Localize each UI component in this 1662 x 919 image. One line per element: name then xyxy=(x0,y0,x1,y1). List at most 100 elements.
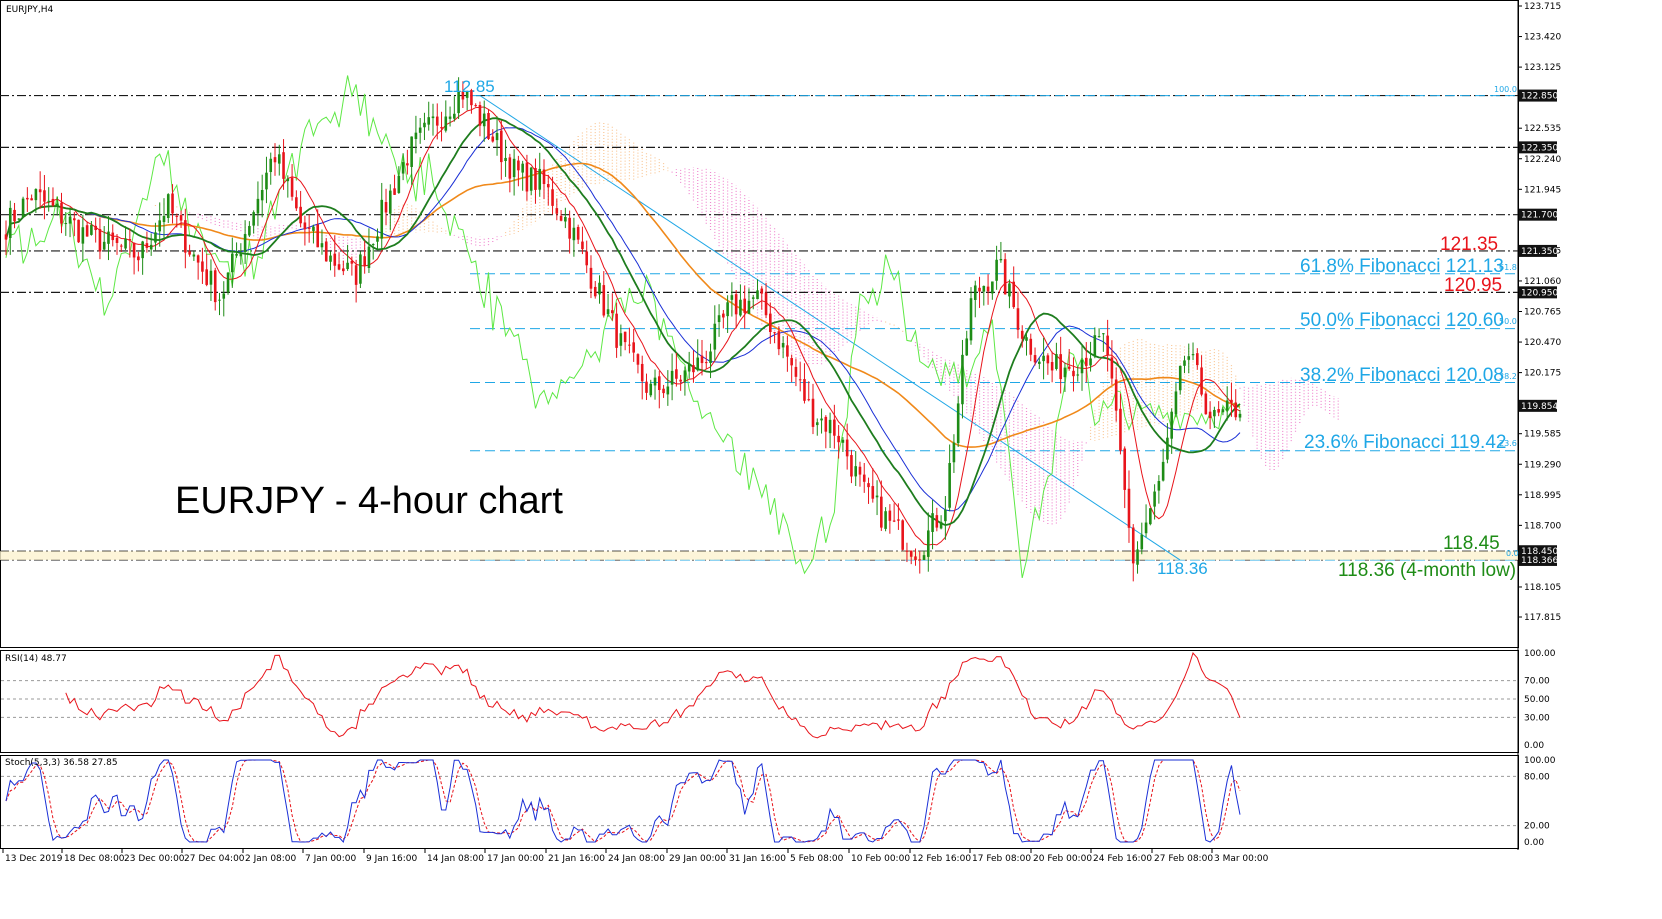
candle-body xyxy=(1029,338,1033,355)
candle-body xyxy=(1136,549,1139,565)
candle-body xyxy=(1042,355,1045,362)
candle-body xyxy=(978,287,981,292)
price-tick-label: 121.060 xyxy=(1524,277,1561,287)
candle-body xyxy=(811,398,815,427)
candle-body xyxy=(107,231,110,244)
price-tick-label: 117.815 xyxy=(1524,613,1561,623)
rsi-label: RSI(14) 48.77 xyxy=(5,654,67,664)
candle-body xyxy=(589,267,593,289)
candle-body xyxy=(679,379,682,382)
candle-body xyxy=(329,255,332,262)
candle-body xyxy=(619,333,623,346)
candle-body xyxy=(1114,379,1118,411)
candle-body xyxy=(269,158,273,173)
candle-body xyxy=(696,357,700,371)
candle-body xyxy=(380,199,384,239)
candle-body xyxy=(704,362,708,364)
stoch-axis-label: 80.00 xyxy=(1524,772,1550,782)
rsi-indicator: 100.00 70.00 50.00 30.00 0.00 xyxy=(1,649,1556,751)
candle-body xyxy=(1089,358,1092,366)
candle-body xyxy=(316,224,320,248)
candle-body xyxy=(525,162,529,192)
candle-body xyxy=(68,216,72,224)
candle-body xyxy=(1225,400,1229,411)
candle-body xyxy=(914,556,917,561)
fib-382-tag: 38.2 xyxy=(1499,372,1517,381)
candle-body xyxy=(615,313,618,348)
candle-body xyxy=(1097,336,1101,338)
candle-body xyxy=(124,238,127,249)
candle-body xyxy=(1016,308,1020,330)
candle-body xyxy=(875,495,879,498)
time-tick-label: 2 Jan 08:00 xyxy=(245,854,297,864)
candle-body xyxy=(1106,335,1109,356)
candle-body xyxy=(1178,365,1182,391)
candlesticks xyxy=(4,77,1242,582)
candle-body xyxy=(1161,461,1165,481)
time-tick-label: 20 Feb 00:00 xyxy=(1033,854,1092,864)
candle-body xyxy=(47,200,50,202)
candle-body xyxy=(769,313,772,333)
candle-body xyxy=(508,157,512,179)
candle-body xyxy=(324,241,328,262)
candle-body xyxy=(542,169,546,185)
rsi-axis-label: 0.00 xyxy=(1524,741,1544,751)
price-tick-label: 118.105 xyxy=(1524,583,1561,593)
candle-body xyxy=(51,198,55,206)
candle-body xyxy=(350,260,354,264)
candle-body xyxy=(1055,354,1058,369)
candle-body xyxy=(162,215,166,223)
candle-body xyxy=(623,331,627,343)
candle-body xyxy=(119,245,123,247)
time-tick-label: 14 Jan 08:00 xyxy=(427,854,484,864)
candle-body xyxy=(871,486,875,499)
candle-body xyxy=(81,227,85,244)
candle-body xyxy=(184,220,187,253)
price-tick-label: 122.240 xyxy=(1524,155,1561,165)
candle-body xyxy=(730,295,734,300)
candle-body xyxy=(179,215,183,221)
candle-body xyxy=(1072,370,1075,377)
candle-body xyxy=(470,90,473,106)
candle-body xyxy=(431,116,435,119)
candle-body xyxy=(1008,283,1011,297)
candle-body xyxy=(1131,527,1135,564)
candle-body xyxy=(397,175,401,193)
price-tick-label: 123.715 xyxy=(1524,2,1561,12)
candle-body xyxy=(794,366,798,377)
candle-body xyxy=(790,358,793,366)
price-tag-label: 118.366 xyxy=(1521,556,1558,566)
candle-body xyxy=(111,232,115,241)
support-118-36-label: 118.36 (4-month low) xyxy=(1338,560,1516,581)
candle-body xyxy=(1093,335,1097,357)
candle-body xyxy=(1059,354,1062,380)
candle-body xyxy=(128,239,132,241)
time-tick-label: 21 Jan 16:00 xyxy=(548,854,605,864)
candle-body xyxy=(931,513,934,532)
candle-body xyxy=(60,202,63,224)
chikou-span-line xyxy=(5,75,1241,579)
candle-body xyxy=(892,520,896,522)
candle-body xyxy=(1076,374,1080,376)
candle-body xyxy=(529,167,533,191)
candle-body xyxy=(820,418,823,421)
candle-body xyxy=(764,292,768,316)
candle-body xyxy=(145,243,149,248)
candle-body xyxy=(922,555,926,561)
candle-body xyxy=(952,442,956,463)
candle-body xyxy=(235,253,238,256)
time-tick-label: 5 Feb 08:00 xyxy=(790,854,844,864)
candle-body xyxy=(414,132,418,139)
rsi-axis-label: 70.00 xyxy=(1524,677,1550,687)
swing-low-label: 118.36 xyxy=(1157,559,1208,578)
candle-body xyxy=(534,167,537,190)
candle-body xyxy=(1033,355,1037,363)
candle-body xyxy=(115,237,119,244)
candle-body xyxy=(273,157,277,163)
candle-body xyxy=(1123,448,1127,490)
candle-body xyxy=(201,261,204,272)
time-tick-label: 27 Feb 08:00 xyxy=(1154,854,1213,864)
candle-body xyxy=(295,197,298,209)
candle-body xyxy=(444,116,448,131)
